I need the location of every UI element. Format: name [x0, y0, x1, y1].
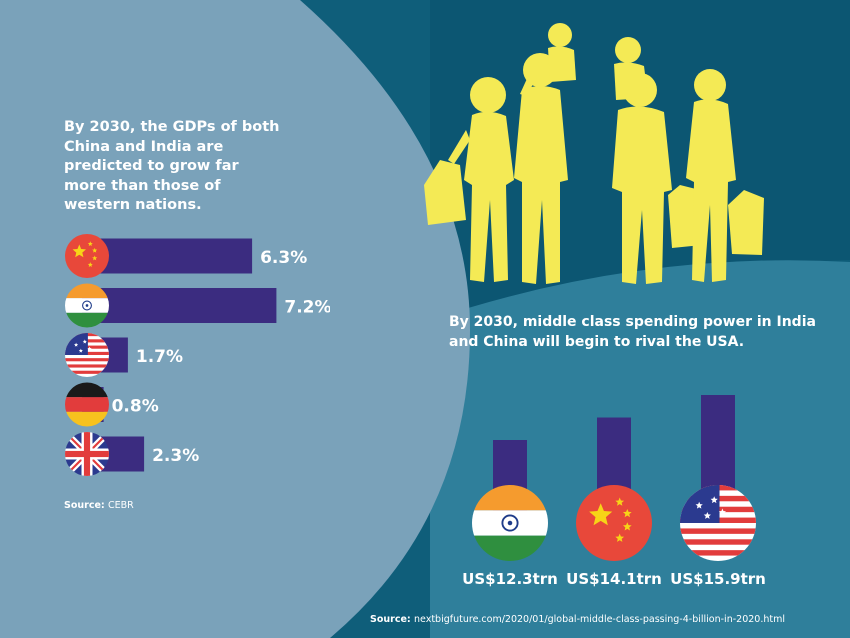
left-source: Source: CEBR [64, 500, 134, 511]
spending-value-label: US$12.3trn [462, 570, 558, 588]
right-source: Source: nextbigfuture.com/2020/01/global… [370, 614, 785, 625]
gdp-bar-china [82, 238, 253, 274]
india-flag-icon [65, 283, 109, 328]
uk-flag-icon [65, 432, 109, 476]
spending-value-label: US$15.9trn [670, 570, 766, 588]
right-source-label: Source: [370, 614, 411, 625]
gdp-value-label: 7.2% [284, 298, 330, 318]
right-panel-title: By 2030, middle class spending power in … [449, 314, 816, 350]
usa-flag-icon [680, 485, 756, 561]
gdp-value-label: 0.8% [112, 397, 159, 417]
left-panel-title: By 2030, the GDPs of both China and Indi… [64, 119, 280, 213]
shopping-family-silhouette [424, 23, 764, 284]
gdp-growth-bar-chart: 6.3% 7.2% 1.7% 0.8% 2.3% [65, 234, 330, 476]
spending-value-label: US$14.1trn [566, 570, 662, 588]
usa-flag-icon [65, 333, 109, 377]
spending-power-bar-chart: US$12.3trn US$14.1trn US$15.9trn [462, 395, 766, 588]
china-flag-icon [65, 234, 109, 278]
gdp-value-label: 2.3% [152, 446, 199, 466]
left-source-value: CEBR [108, 500, 134, 511]
gdp-bar-india [82, 288, 277, 323]
gdp-value-label: 1.7% [136, 347, 183, 367]
right-source-value: nextbigfuture.com/2020/01/global-middle-… [414, 614, 785, 625]
left-source-label: Source: [64, 500, 105, 511]
germany-flag-icon [65, 382, 109, 427]
gdp-value-label: 6.3% [260, 248, 307, 268]
india-flag-icon [472, 485, 548, 561]
china-flag-icon [576, 485, 652, 561]
